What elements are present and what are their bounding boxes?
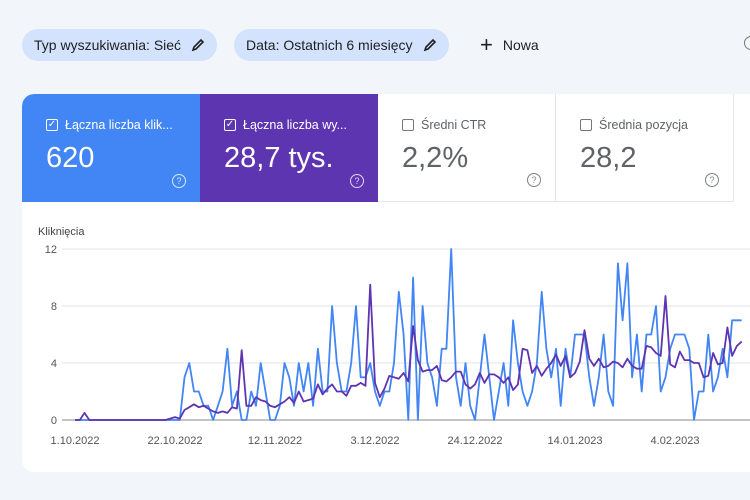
metric-tile-ctr[interactable]: Średni CTR 2,2% ? <box>378 94 556 202</box>
x-tick-label: 12.11.2022 <box>248 435 302 447</box>
help-icon[interactable]: ? <box>527 173 541 187</box>
checkbox-unchecked-icon[interactable] <box>580 119 592 131</box>
new-filter-button[interactable]: + Nowa <box>480 29 539 61</box>
metric-label: Średnia pozycja <box>599 118 688 132</box>
filter-chip-search-type[interactable]: Typ wyszukiwania: Sieć <box>22 29 218 61</box>
pencil-icon <box>191 38 205 52</box>
checkbox-checked-icon[interactable]: ✓ <box>46 119 58 131</box>
x-tick-label: 1.10.2022 <box>51 435 100 447</box>
x-tick-label: 24.12.2022 <box>447 435 502 447</box>
checkbox-checked-icon[interactable]: ✓ <box>224 119 236 131</box>
metric-value: 28,7 tys. <box>224 142 334 174</box>
metric-value: 2,2% <box>402 142 469 174</box>
filter-chip-date[interactable]: Data: Ostatnich 6 miesięcy <box>234 29 449 61</box>
checkbox-unchecked-icon[interactable] <box>402 119 414 131</box>
metric-value: 28,2 <box>580 142 637 174</box>
impressions-series-line <box>75 283 743 421</box>
x-tick-label: 22.10.2022 <box>147 435 202 447</box>
y-tick-label: 8 <box>51 301 57 313</box>
metric-label: Łączna liczba klik... <box>65 118 173 132</box>
x-tick-label: 14.01.2023 <box>547 435 602 447</box>
x-tick-label: 3.12.2022 <box>351 435 400 447</box>
metric-tile-impressions[interactable]: ✓ Łączna liczba wy... 28,7 tys. ? <box>200 94 378 202</box>
x-tick-label: 4.02.2023 <box>651 435 700 447</box>
metric-label: Średni CTR <box>421 118 487 132</box>
y-tick-label: 12 <box>45 244 57 256</box>
new-filter-label: Nowa <box>502 37 539 53</box>
metric-value: 620 <box>46 142 95 174</box>
help-icon[interactable]: ? <box>350 174 364 188</box>
metric-tile-clicks[interactable]: ✓ Łączna liczba klik... 620 ? <box>22 94 200 202</box>
filter-date-label: Data: Ostatnich 6 miesięcy <box>246 37 413 53</box>
y-tick-label: 4 <box>51 358 57 370</box>
metric-label: Łączna liczba wy... <box>243 118 347 132</box>
plus-icon: + <box>480 32 493 57</box>
help-icon[interactable]: ? <box>172 174 186 188</box>
metric-tile-position[interactable]: Średnia pozycja 28,2 ? <box>556 94 734 202</box>
y-tick-label: 0 <box>51 415 57 427</box>
clicks-series-line <box>75 248 742 421</box>
help-icon[interactable]: ? <box>705 173 719 187</box>
y-axis-label: Kliknięcia <box>38 226 85 238</box>
pencil-icon <box>423 38 436 52</box>
filter-search-type-label: Typ wyszukiwania: Sieć <box>34 37 182 53</box>
